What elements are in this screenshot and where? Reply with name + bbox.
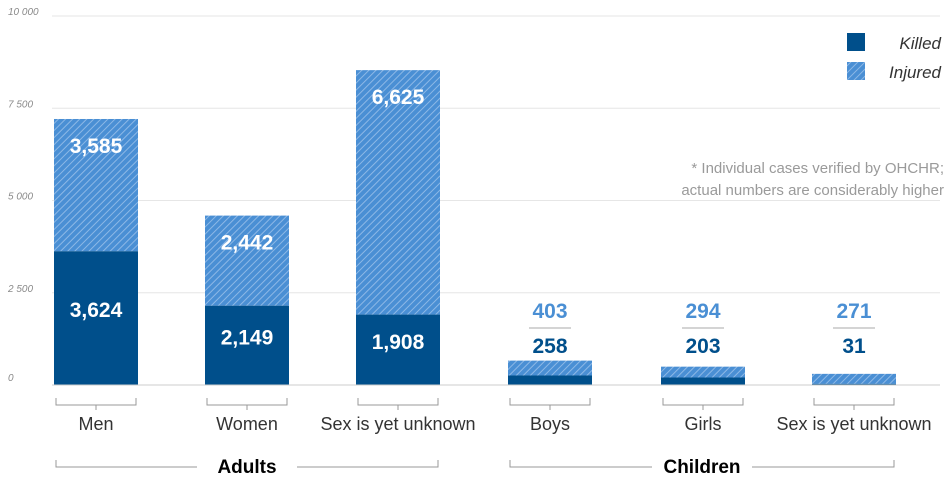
bar-injured [812,373,896,384]
bar-killed [812,383,896,385]
y-axis-ticks: 0 2 500 5 000 7 500 10 000 [7,7,39,384]
category-bracket [55,398,137,406]
group-label: Children [663,457,740,478]
legend-swatch-injured [847,62,865,80]
data-label-injured: 294 [685,300,720,323]
data-label-killed: 258 [532,335,567,358]
y-tick-label: 0 [8,373,14,384]
category-label: Sex is yet unknown [776,414,931,434]
bar-killed [54,251,138,385]
y-tick-label: 7 500 [8,99,33,110]
x-axis: Men Women Sex is yet unknown Boys Girls Sex i… [52,384,940,478]
footnote: * Individual cases verified by OHCHR; ac… [681,160,944,199]
legend-swatch-killed [847,33,865,51]
data-label-injured: 2,442 [221,232,274,255]
bar-injured [508,360,592,376]
category-bracket [357,398,439,406]
category-bracket [206,398,288,406]
category-label: Boys [530,414,570,434]
data-label-injured: 3,585 [70,135,123,158]
footnote-line-1: * Individual cases verified by OHCHR; [691,160,944,177]
data-label-killed: 2,149 [221,326,274,349]
bar-killed [661,377,745,385]
bars [54,70,896,385]
data-label-killed: 3,624 [70,299,123,322]
y-tick-label: 5 000 [8,192,33,203]
category-bracket [662,398,744,406]
group-bracket [509,460,895,468]
category-bracket [509,398,591,406]
data-label-killed: 203 [685,335,720,358]
group-bracket [55,460,439,468]
bar-killed [205,305,289,385]
legend: Killed Injured [847,33,942,82]
bar-injured [54,118,138,252]
legend-label-injured: Injured [889,63,942,82]
data-label-killed: 31 [842,335,866,358]
bar-injured [356,70,440,315]
data-label-killed: 1,908 [372,331,425,354]
legend-label-killed: Killed [899,34,941,53]
bar-killed [356,314,440,385]
category-label: Girls [685,414,722,434]
group-label: Adults [217,457,276,478]
category-label: Sex is yet unknown [320,414,475,434]
data-labels: 3,624 3,585 2,149 2,442 1,908 6,625 403 258 294 2… [70,86,875,358]
category-label: Women [216,414,278,434]
y-tick-label: 2 500 [7,284,33,295]
data-label-injured: 271 [836,300,871,323]
category-label: Men [78,414,113,434]
footnote-line-2: actual numbers are considerably higher [681,182,944,199]
data-label-injured: 6,625 [372,86,425,109]
bar-injured [661,366,745,378]
category-bracket [813,398,895,406]
bar-killed [508,375,592,385]
grid-lines [52,15,940,294]
bar-injured [205,215,289,306]
y-tick-label: 10 000 [8,7,39,18]
data-label-injured: 403 [532,300,567,323]
